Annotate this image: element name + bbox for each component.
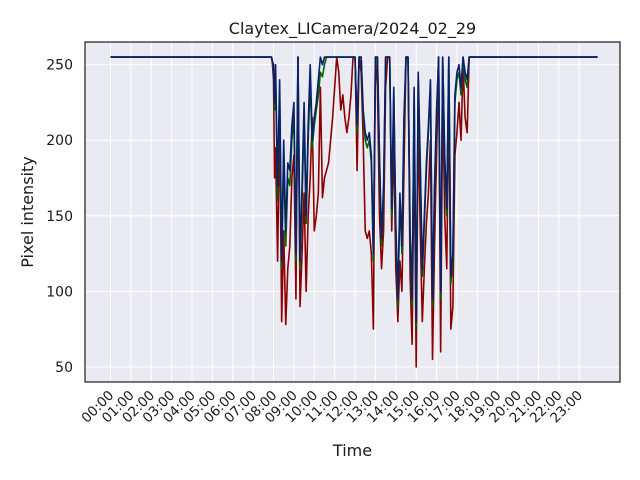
plot-frame bbox=[84, 41, 621, 383]
x-axis-ticks: 00:0001:0002:0003:0004:0005:0006:0007:00… bbox=[78, 388, 586, 427]
series-layer bbox=[110, 56, 598, 368]
x-axis-label: Time bbox=[332, 441, 372, 460]
series-line-3 bbox=[110, 56, 598, 323]
grid-lines bbox=[85, 42, 620, 382]
series-line-1 bbox=[110, 56, 598, 368]
y-tick-label: 50 bbox=[55, 360, 73, 376]
y-tick-label: 100 bbox=[46, 284, 73, 300]
plot-area bbox=[85, 42, 620, 382]
chart-title: Claytex_LICamera/2024_02_29 bbox=[229, 19, 476, 39]
y-tick-label: 150 bbox=[46, 209, 73, 225]
y-axis-ticks: 50 100 150 200 250 bbox=[46, 58, 73, 376]
y-axis-label: Pixel intensity bbox=[18, 156, 37, 267]
y-tick-label: 250 bbox=[46, 58, 73, 74]
y-tick-label: 200 bbox=[46, 133, 73, 149]
